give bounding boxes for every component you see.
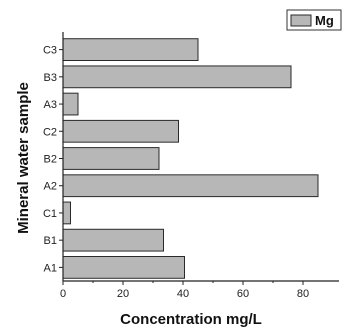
bar-B2 xyxy=(62,147,160,170)
x-tick-label: 80 xyxy=(297,288,309,300)
y-tick-label: B3 xyxy=(44,72,57,84)
legend: Mg xyxy=(286,9,342,31)
bar-A2 xyxy=(62,174,319,198)
bars-group xyxy=(62,38,319,279)
bar-A1 xyxy=(62,256,185,279)
y-tick-label: A2 xyxy=(44,181,57,193)
y-tick-label: C2 xyxy=(43,126,57,138)
y-tick-label: C1 xyxy=(43,208,57,220)
y-tick-label: C3 xyxy=(43,45,57,57)
bar-C3 xyxy=(62,38,199,61)
bar-A3 xyxy=(62,92,79,116)
bar-B3 xyxy=(62,65,292,89)
x-tick-label: 40 xyxy=(177,288,189,300)
y-axis-title: Mineral water sample xyxy=(15,82,32,234)
bar-C1 xyxy=(62,201,71,225)
y-tick-label: A1 xyxy=(44,262,57,274)
bar-C2 xyxy=(62,119,179,143)
y-tick-label: B2 xyxy=(44,154,57,166)
x-tick-label: 20 xyxy=(117,288,129,300)
y-tick-label: B1 xyxy=(44,235,57,247)
x-tick-label: 0 xyxy=(60,288,66,300)
y-tick-label: A3 xyxy=(44,99,57,111)
bar-B1 xyxy=(62,228,164,252)
x-tick-label: 60 xyxy=(237,288,249,300)
ticks-group: C3 B3 A3 C2 B2 A2 C1 B1 A1 0 20 40 60 80 xyxy=(43,45,309,300)
legend-label: Mg xyxy=(315,13,334,28)
legend-swatch xyxy=(290,14,312,27)
x-axis-title: Concentration mg/L xyxy=(120,311,262,328)
